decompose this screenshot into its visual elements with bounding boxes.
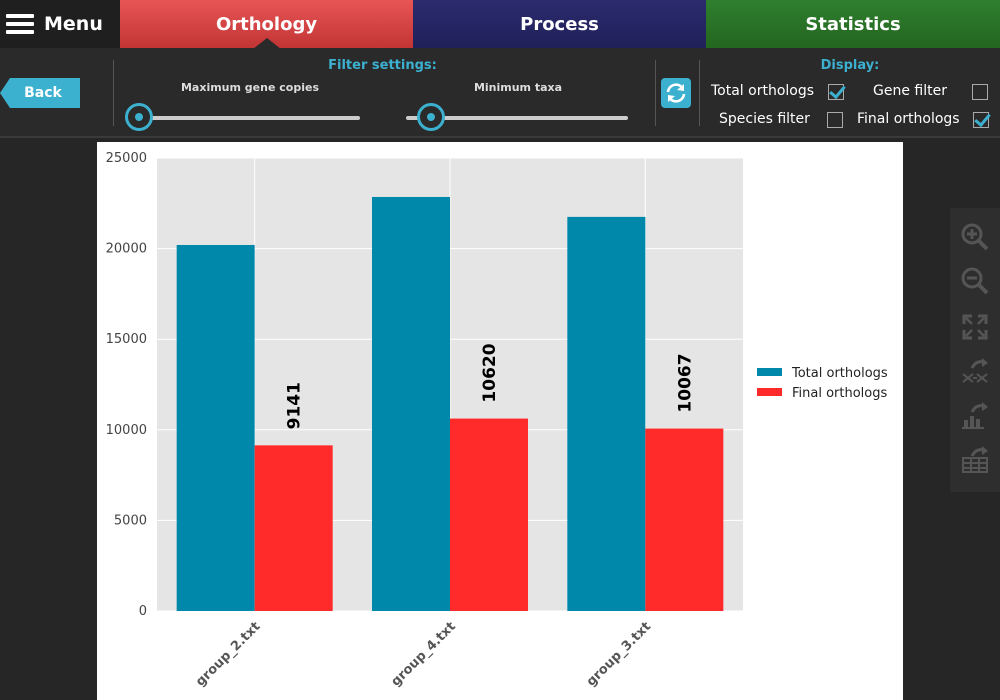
y-tick-label: 0 xyxy=(139,604,147,619)
x-tick-label: group_2.txt xyxy=(193,619,263,689)
filter-settings-title: Filter settings: xyxy=(328,58,437,73)
zoom-out-button[interactable] xyxy=(960,266,990,296)
x-tick-label: group_4.txt xyxy=(388,619,458,689)
y-tick-label: 15000 xyxy=(106,332,147,347)
export-graph-icon xyxy=(962,358,988,383)
bar-data-label: 10067 xyxy=(675,353,695,412)
final-orthologs-label: Final orthologs xyxy=(857,111,960,127)
display-title: Display: xyxy=(820,58,880,73)
active-tab-pointer xyxy=(252,38,281,49)
y-tick-label: 5000 xyxy=(114,513,147,528)
tab-orthology-label: Orthology xyxy=(215,13,318,35)
back-button[interactable]: Back xyxy=(0,78,80,108)
final-orthologs-checkbox[interactable] xyxy=(973,112,989,128)
export-table-button[interactable] xyxy=(960,444,990,474)
legend-label: Total orthologs xyxy=(791,366,888,381)
max-gene-copies-label: Maximum gene copies xyxy=(180,81,319,94)
min-taxa-slider-handle[interactable] xyxy=(417,103,445,131)
y-tick-label: 10000 xyxy=(106,423,147,438)
tab-statistics[interactable]: Statistics xyxy=(706,0,1000,48)
divider xyxy=(113,60,114,126)
y-tick-label: 20000 xyxy=(106,242,147,257)
max-gene-copies-slider-handle[interactable] xyxy=(125,103,153,131)
chart-panel: 0 5000 10000 15000 20000 25000 9141 group_2.txt… xyxy=(97,142,903,700)
export-chart-button[interactable] xyxy=(960,400,990,430)
bar-final-orthologs xyxy=(254,445,333,611)
refresh-icon xyxy=(666,83,686,103)
export-graph-button[interactable] xyxy=(960,356,990,386)
divider xyxy=(655,60,656,126)
refresh-button[interactable] xyxy=(661,78,691,108)
hamburger-icon xyxy=(6,14,34,34)
chart-tools-sidebar xyxy=(950,208,1000,492)
bar-total-orthologs xyxy=(176,244,255,611)
filter-toolbar: Back Filter settings: Maximum gene copie… xyxy=(0,48,1000,138)
x-tick-label: group_3.txt xyxy=(584,619,654,689)
max-gene-copies-slider-track[interactable] xyxy=(140,116,360,120)
divider xyxy=(699,60,700,126)
tab-process-label: Process xyxy=(520,13,599,35)
total-orthologs-checkbox[interactable] xyxy=(828,84,844,100)
export-table-icon xyxy=(962,446,988,473)
fit-screen-icon xyxy=(962,314,988,340)
menu-button[interactable]: Menu xyxy=(0,0,120,48)
top-navigation-bar: Menu Orthology Process Statistics xyxy=(0,0,1000,49)
bar-chart: 0 5000 10000 15000 20000 25000 9141 group_2.txt… xyxy=(106,151,888,690)
tab-statistics-label: Statistics xyxy=(805,13,901,35)
zoom-in-button[interactable] xyxy=(960,222,990,252)
bar-total-orthologs xyxy=(372,196,450,611)
bar-data-label: 10620 xyxy=(480,343,500,402)
min-taxa-slider-track[interactable] xyxy=(406,116,628,120)
gene-filter-checkbox[interactable] xyxy=(972,84,988,100)
zoom-out-icon xyxy=(961,267,989,295)
gene-filter-label: Gene filter xyxy=(873,83,947,99)
species-filter-checkbox[interactable] xyxy=(827,112,843,128)
menu-label: Menu xyxy=(44,13,103,35)
legend-swatch xyxy=(757,368,782,376)
export-chart-icon xyxy=(962,402,988,429)
y-tick-label: 25000 xyxy=(106,151,147,166)
zoom-in-icon xyxy=(961,223,989,251)
legend-swatch xyxy=(757,388,782,396)
min-taxa-label: Minimum taxa xyxy=(473,81,563,94)
tab-process[interactable]: Process xyxy=(413,0,706,48)
total-orthologs-label: Total orthologs xyxy=(711,83,815,99)
bar-data-label: 9141 xyxy=(285,382,305,429)
bar-final-orthologs xyxy=(450,418,528,611)
fit-screen-button[interactable] xyxy=(960,312,990,342)
species-filter-label: Species filter xyxy=(719,111,810,127)
bar-total-orthologs xyxy=(567,216,646,611)
bar-final-orthologs xyxy=(645,428,724,611)
legend-label: Final orthologs xyxy=(792,386,887,401)
tab-orthology[interactable]: Orthology xyxy=(120,0,413,49)
